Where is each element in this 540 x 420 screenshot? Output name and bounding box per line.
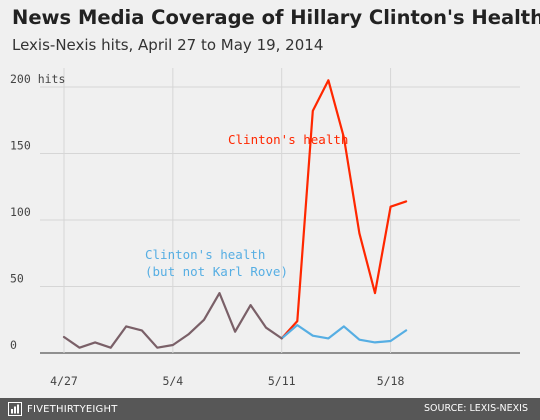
grid-layer bbox=[40, 68, 520, 354]
line-chart: 0 50 100 150 200 hits 4/27 5/4 5/11 5/18 Clinton… bbox=[10, 68, 520, 388]
series-lines bbox=[62, 79, 408, 349]
x-tick-label: 4/27 bbox=[50, 374, 78, 388]
series-line-overlap bbox=[62, 292, 283, 349]
y-tick-label: 50 bbox=[10, 272, 24, 286]
fivethirtyeight-logo-icon bbox=[8, 402, 22, 416]
series-label-not-karl-rove: (but not Karl Rove) bbox=[145, 264, 288, 279]
x-tick-label: 5/18 bbox=[377, 374, 405, 388]
series-line-clintons-health bbox=[280, 79, 408, 340]
footer-bar: FIVETHIRTYEIGHT SOURCE: LEXIS-NEXIS bbox=[0, 398, 540, 420]
source-note: SOURCE: LEXIS-NEXIS bbox=[424, 403, 528, 414]
y-tick-label: 150 bbox=[10, 139, 31, 153]
y-tick-label: 100 bbox=[10, 205, 31, 219]
y-tick-label: 0 bbox=[10, 338, 17, 352]
series-annotations: Clinton's health Clinton's health (but not… bbox=[145, 132, 348, 279]
y-tick-label: 200 hits bbox=[10, 72, 65, 86]
brand-name: FIVETHIRTYEIGHT bbox=[27, 403, 118, 415]
axis-labels: 0 50 100 150 200 hits 4/27 5/4 5/11 5/18 bbox=[10, 72, 404, 388]
x-tick-label: 5/4 bbox=[162, 374, 183, 388]
chart-title: News Media Coverage of Hillary Clinton's… bbox=[12, 6, 540, 29]
series-label-not-karl-rove: Clinton's health bbox=[145, 247, 265, 262]
brand: FIVETHIRTYEIGHT bbox=[8, 402, 118, 416]
chart-subtitle: Lexis-Nexis hits, April 27 to May 19, 20… bbox=[12, 36, 324, 54]
series-line-not-karl-rove bbox=[280, 324, 408, 344]
series-label-clintons-health: Clinton's health bbox=[228, 132, 348, 147]
x-tick-label: 5/11 bbox=[268, 374, 296, 388]
